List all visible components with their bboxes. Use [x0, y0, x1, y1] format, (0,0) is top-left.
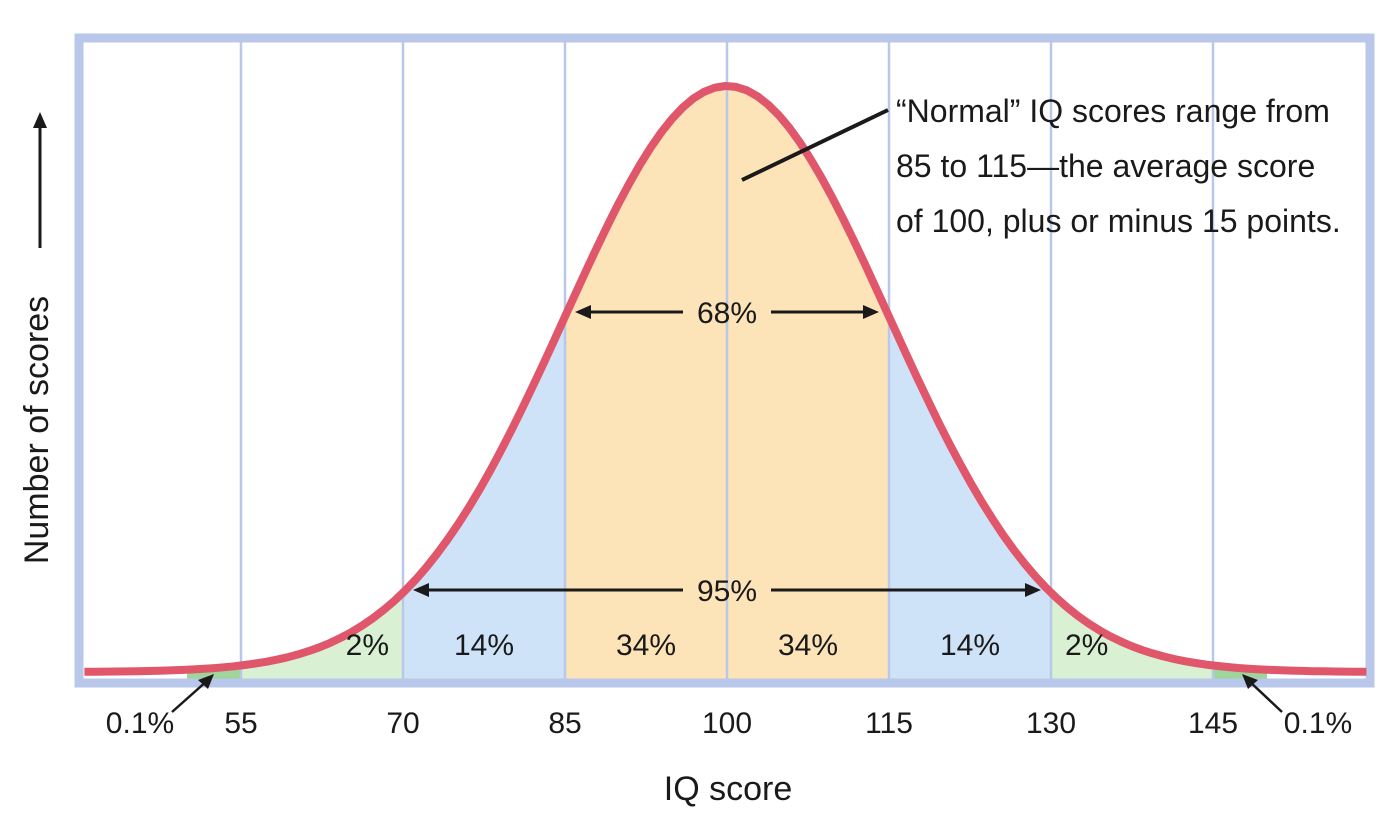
x-axis-label: IQ score [664, 770, 792, 808]
x-tick-label: 100 [702, 707, 752, 740]
annotation-line: of 100, plus or minus 15 points. [896, 203, 1341, 239]
bracket-arrow: 68% [575, 297, 879, 330]
bracket-label: 68% [697, 297, 757, 330]
tail-label: 0.1% [1284, 707, 1352, 740]
tail-callout: 0.1% [106, 674, 214, 740]
segment-label: 2% [1065, 629, 1108, 662]
normal-curve [84, 82, 1367, 676]
x-tick-label: 70 [386, 707, 419, 740]
annotation-leader [741, 108, 889, 182]
percent-brackets: 68% 95% [413, 297, 1041, 608]
tail-callout: 0.1% [1242, 674, 1352, 740]
segment-label: 34% [616, 629, 676, 662]
x-tick-label: 130 [1026, 707, 1076, 740]
x-tick-label: 85 [548, 707, 581, 740]
segment-label: 34% [778, 629, 838, 662]
bracket-arrowhead [413, 583, 429, 597]
tail-label: 0.1% [106, 707, 174, 740]
y-axis-label: Number of scores [18, 296, 56, 564]
grid-lines [239, 38, 1215, 683]
annotation-line: “Normal” IQ scores range from [896, 93, 1330, 129]
bracket-label: 95% [697, 575, 757, 608]
bracket-arrowhead [575, 305, 591, 319]
bracket-arrowhead [1025, 583, 1041, 597]
plot-frame [74, 33, 1375, 688]
bracket-arrowhead [863, 305, 879, 319]
tail-pointer [1247, 679, 1283, 713]
annotation-line: 85 to 115—the average score [896, 148, 1315, 184]
segment-labels: 2% 14% 34% 34% 14% 2% [346, 629, 1109, 662]
segment-label: 14% [454, 629, 514, 662]
tail-arrowhead [1242, 674, 1258, 689]
x-tick-label: 115 [865, 707, 913, 740]
bracket-arrow: 95% [413, 575, 1041, 608]
segment-label: 2% [346, 629, 389, 662]
segment-label: 14% [940, 629, 1000, 662]
tail-pointer [171, 679, 209, 713]
y-axis-arrow [33, 112, 47, 248]
normal-range-annotation: “Normal” IQ scores range from 85 to 115—t… [741, 93, 1341, 239]
tail-labels: 0.1% 0.1% [106, 674, 1352, 740]
tail-arrowhead [198, 674, 214, 689]
x-tick-label: 55 [224, 707, 257, 740]
x-tick-labels: 55 70 85 100 115 130 145 [224, 707, 1238, 740]
x-tick-label: 145 [1188, 707, 1238, 740]
